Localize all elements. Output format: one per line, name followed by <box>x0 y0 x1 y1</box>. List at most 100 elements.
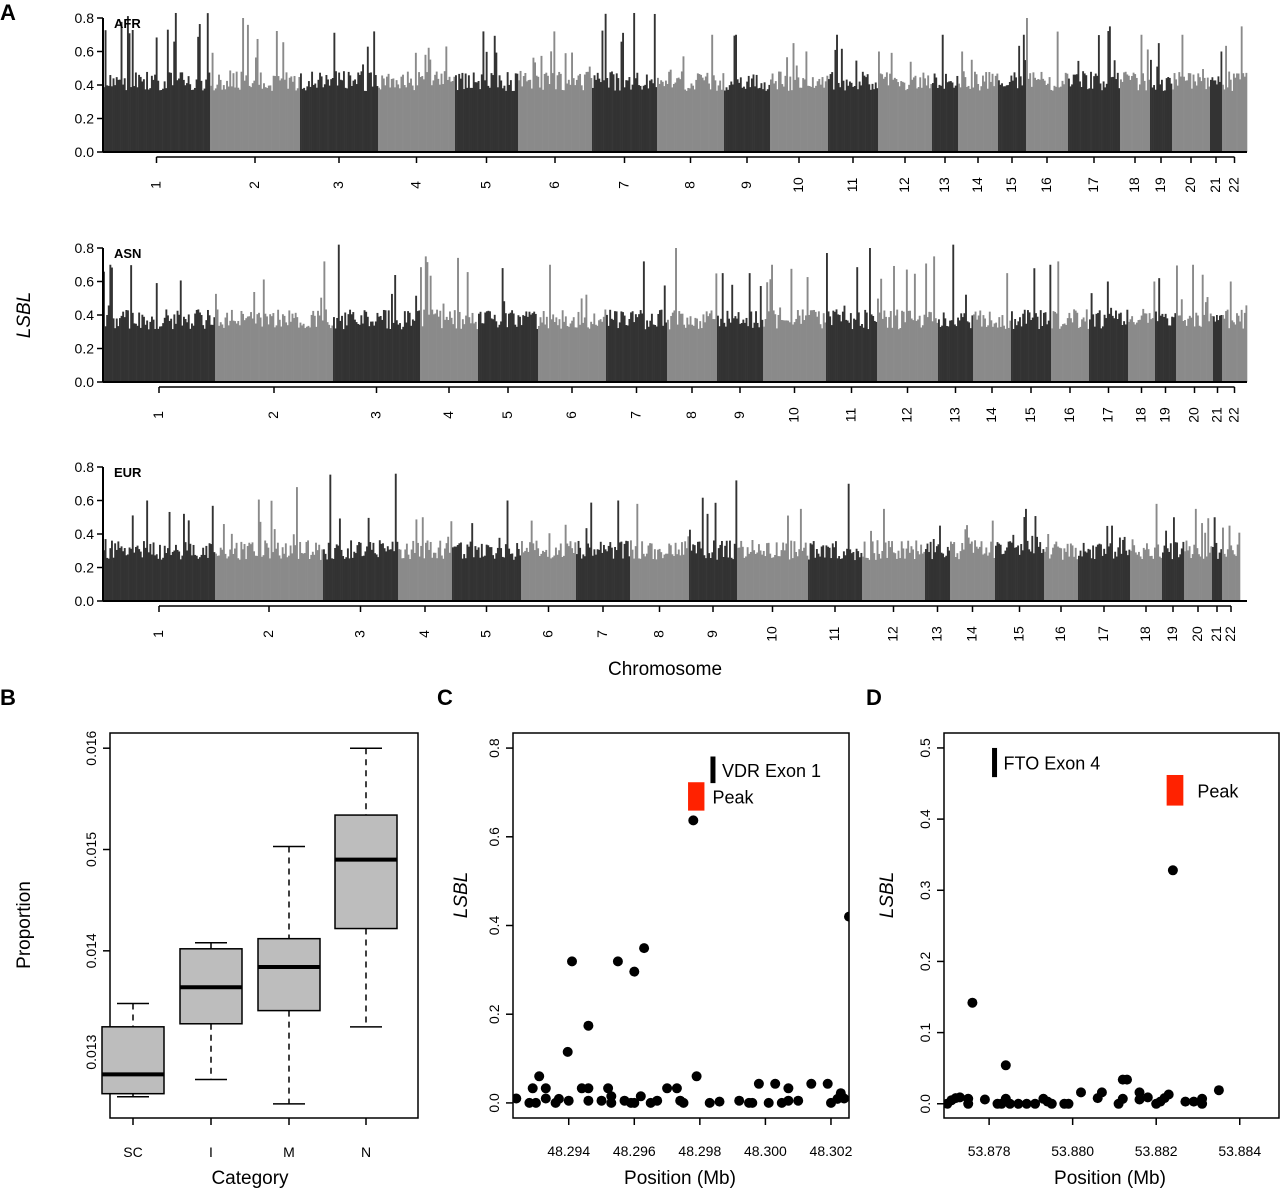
lsbl-bar <box>1213 316 1215 382</box>
lsbl-bar <box>735 34 737 152</box>
y-tick-label: 0.6 <box>75 493 95 509</box>
lsbl-bar <box>893 265 895 382</box>
chromosome-label-11: 11 <box>843 408 859 423</box>
lsbl-bar <box>420 545 423 601</box>
lsbl-bar <box>403 311 406 382</box>
lsbl-bar <box>1087 328 1090 382</box>
chromosome-bars-6 <box>521 520 577 601</box>
lsbl-bar <box>1173 73 1176 152</box>
lsbl-bar <box>460 328 463 382</box>
lsbl-bar <box>127 310 129 382</box>
lsbl-bar <box>471 523 474 601</box>
lsbl-bar <box>840 321 843 382</box>
lsbl-bar <box>426 262 429 382</box>
lsbl-bar <box>476 82 478 152</box>
peak-label: Peak <box>712 787 754 807</box>
lsbl-bar <box>887 85 890 152</box>
chromosome-label-3: 3 <box>330 181 346 189</box>
lsbl-bar <box>968 322 971 382</box>
lsbl-bar <box>944 318 947 382</box>
lsbl-bar <box>323 84 326 152</box>
lsbl-bar <box>762 89 764 152</box>
lsbl-bar <box>112 557 115 601</box>
lsbl-bar <box>1214 80 1217 152</box>
lsbl-bar <box>1193 544 1196 601</box>
lsbl-bar <box>911 79 914 152</box>
lsbl-bar <box>731 84 734 152</box>
lsbl-bar <box>622 558 624 601</box>
chromosome-bars-5 <box>452 500 522 601</box>
lsbl-bar <box>203 554 206 601</box>
lsbl-bar <box>1108 26 1111 153</box>
lsbl-bar <box>909 61 912 153</box>
chromosome-label-22: 22 <box>1222 626 1238 642</box>
lsbl-bar <box>200 314 203 382</box>
lsbl-bar <box>1095 546 1098 601</box>
lsbl-bar <box>819 324 822 382</box>
lsbl-bar <box>679 555 682 601</box>
chromosome-bars-13 <box>938 244 974 382</box>
lsbl-bar <box>1075 74 1078 152</box>
lsbl-bar <box>1188 546 1191 601</box>
lsbl-bar <box>405 87 408 152</box>
lsbl-bar <box>1235 555 1238 601</box>
lsbl-bar <box>980 86 983 152</box>
panel-label-a: A <box>0 0 16 25</box>
lsbl-bar <box>508 84 511 152</box>
lsbl-bar <box>276 542 279 601</box>
lsbl-bar <box>421 76 424 152</box>
lsbl-bar <box>133 86 136 152</box>
lsbl-bar <box>1080 87 1083 152</box>
lsbl-bar <box>1168 77 1171 152</box>
lsbl-bar <box>1106 281 1109 382</box>
y-tick-label: 0.4 <box>917 809 933 829</box>
lsbl-bar <box>1138 84 1141 152</box>
lsbl-bar <box>871 541 874 601</box>
chromosome-label-2: 2 <box>265 411 281 419</box>
lsbl-bar <box>818 78 821 152</box>
lsbl-bar <box>496 327 499 382</box>
lsbl-bar <box>289 545 292 601</box>
data-point <box>662 1083 673 1094</box>
lsbl-bar <box>1139 319 1142 382</box>
lsbl-bar <box>949 320 952 382</box>
lsbl-bar <box>912 549 914 601</box>
chromosome-label-11: 11 <box>844 178 860 193</box>
lsbl-bar <box>747 75 750 152</box>
lsbl-bar <box>967 537 970 601</box>
lsbl-bar <box>349 309 352 382</box>
lsbl-bar <box>672 83 675 152</box>
lsbl-bar <box>939 525 941 602</box>
lsbl-bar <box>577 75 580 152</box>
lsbl-bar <box>572 78 575 152</box>
lsbl-bar <box>835 309 838 382</box>
data-point <box>563 1095 574 1106</box>
lsbl-bar <box>119 318 121 382</box>
lsbl-bar <box>649 80 651 152</box>
lsbl-bar <box>458 73 461 152</box>
chromosome-bars-6 <box>518 31 593 153</box>
lsbl-bar <box>827 546 829 601</box>
lsbl-bar <box>534 62 536 152</box>
y-tick-label: 0.014 <box>83 933 99 968</box>
lsbl-bar <box>800 323 803 382</box>
lsbl-bar <box>657 77 659 152</box>
lsbl-bar <box>509 553 512 601</box>
lsbl-bar <box>649 543 652 601</box>
lsbl-bar <box>1103 548 1106 601</box>
lsbl-bar <box>254 555 257 601</box>
chromosome-label-6: 6 <box>546 181 562 189</box>
lsbl-bar <box>1208 86 1211 152</box>
lsbl-bar <box>695 553 698 601</box>
lsbl-bar <box>107 558 110 601</box>
lsbl-bar <box>1160 557 1163 601</box>
lsbl-bar <box>896 309 899 382</box>
lsbl-bar <box>880 278 883 382</box>
lsbl-bar <box>740 323 743 382</box>
lsbl-bar <box>941 34 944 152</box>
lsbl-bar <box>216 309 219 382</box>
lsbl-bar <box>853 86 856 152</box>
lsbl-bar <box>1213 80 1215 152</box>
lsbl-bar <box>111 540 113 601</box>
lsbl-bar <box>181 555 184 601</box>
